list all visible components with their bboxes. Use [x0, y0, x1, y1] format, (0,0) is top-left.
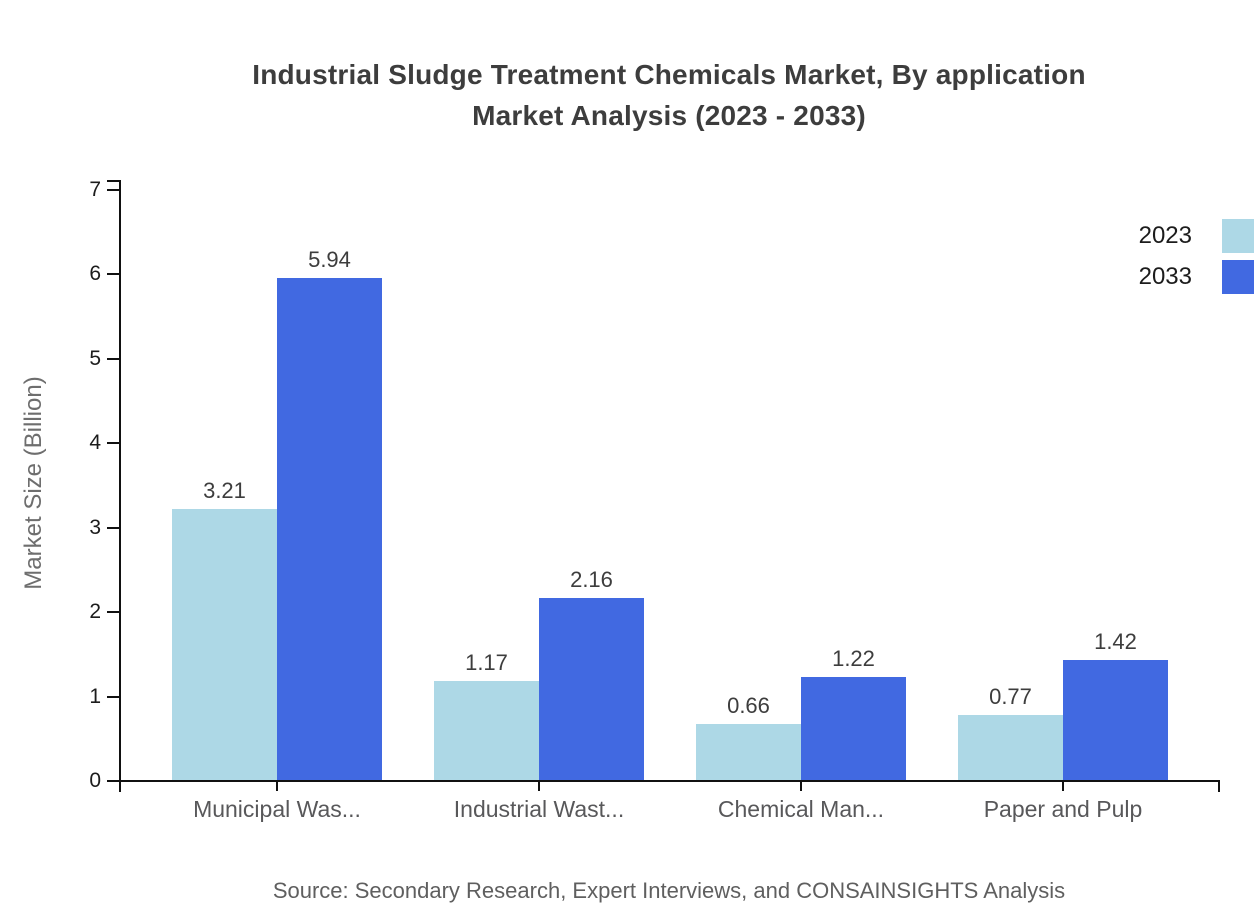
source-note: Source: Secondary Research, Expert Inter… — [272, 878, 1066, 903]
y-tick-mark — [107, 527, 119, 529]
x-tick-mark — [538, 781, 540, 791]
bar-2033 — [1063, 660, 1168, 780]
y-tick-mark — [107, 611, 119, 613]
chart-title: Industrial Sludge Treatment Chemicals Ma… — [118, 54, 1220, 136]
y-tick-mark — [107, 273, 119, 275]
y-tick-label: 6 — [89, 262, 101, 285]
chart-title-line1: Industrial Sludge Treatment Chemicals Ma… — [252, 59, 1086, 90]
category-label: Chemical Man... — [717, 796, 885, 822]
y-tick-mark — [107, 780, 119, 782]
y-tick-label: 7 — [89, 178, 101, 201]
y-axis-line — [119, 180, 121, 792]
x-tick-mark — [276, 781, 278, 791]
y-tick-label: 3 — [89, 516, 101, 539]
bar-value-label: 2.16 — [570, 567, 613, 592]
bar-value-label: 1.17 — [465, 650, 508, 675]
legend-label-2023: 2023 — [1138, 222, 1192, 249]
y-tick-label: 4 — [89, 431, 101, 454]
legend-swatch-2033 — [1222, 260, 1254, 294]
legend: 2023 2033 — [1139, 219, 1254, 301]
x-axis-line — [119, 780, 1220, 782]
bar-value-label: 1.22 — [832, 646, 875, 671]
y-tick-label: 2 — [89, 600, 101, 623]
y-tick-label: 1 — [89, 685, 101, 708]
y-tick-label: 5 — [89, 347, 101, 370]
category-label: Municipal Was... — [193, 796, 361, 822]
bar-2033 — [801, 677, 906, 780]
x-axis-end-tick — [1218, 781, 1220, 792]
bar-value-label: 3.21 — [203, 478, 246, 503]
legend-label-2033: 2033 — [1138, 263, 1192, 290]
bar-value-label: 1.42 — [1094, 629, 1137, 654]
y-axis-end-tick — [107, 180, 119, 182]
bar-value-label: 5.94 — [308, 247, 351, 272]
bar-2023 — [696, 724, 801, 780]
y-axis-title: Market Size (Billion) — [20, 376, 47, 590]
x-tick-mark — [1062, 781, 1064, 791]
legend-item-2023: 2023 — [1139, 219, 1254, 253]
bar-value-label: 0.66 — [727, 693, 770, 718]
bar-2023 — [958, 715, 1063, 780]
y-tick-mark — [107, 358, 119, 360]
x-tick-mark — [800, 781, 802, 791]
bar-2023 — [172, 509, 277, 780]
bar-2033 — [539, 598, 644, 780]
bar-2033 — [277, 278, 382, 780]
category-label: Paper and Pulp — [983, 796, 1143, 822]
legend-item-2033: 2033 — [1139, 260, 1254, 294]
bar-2023 — [434, 681, 539, 780]
y-tick-mark — [107, 696, 119, 698]
bar-value-label: 0.77 — [989, 684, 1032, 709]
y-tick-mark — [107, 189, 119, 191]
category-label: Industrial Wast... — [453, 796, 625, 822]
y-tick-label: 0 — [89, 769, 101, 792]
legend-swatch-2023 — [1222, 219, 1254, 253]
chart-title-line2: Market Analysis (2023 - 2033) — [472, 100, 866, 131]
y-tick-mark — [107, 442, 119, 444]
